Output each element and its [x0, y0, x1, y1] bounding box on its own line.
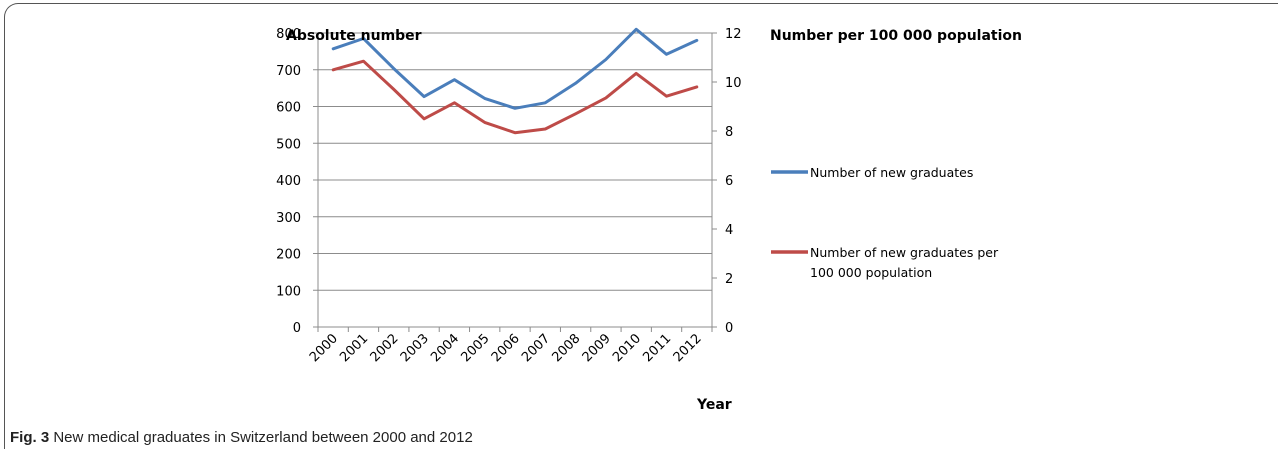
- left-tick-label: 100: [276, 284, 301, 299]
- right-tick-label: 6: [725, 174, 733, 189]
- right-axis-title: Number per 100 000 population: [770, 28, 1022, 44]
- x-tick-label: 2012: [671, 331, 705, 365]
- legend: Number of new graduates Number of new gra…: [771, 165, 999, 280]
- x-tick-label: 2009: [580, 331, 614, 365]
- legend-label: Number of new graduates per: [810, 245, 999, 260]
- x-tick-label: 2004: [428, 331, 462, 365]
- left-tick-label: 700: [276, 64, 301, 79]
- legend-label: Number of new graduates: [810, 165, 973, 180]
- left-tick-label: 400: [276, 174, 301, 189]
- x-tick-label: 2003: [398, 331, 432, 365]
- right-tick-label: 2: [725, 272, 733, 287]
- left-axis-title: Absolute number: [286, 28, 422, 44]
- x-tick-label: 2011: [640, 331, 674, 365]
- left-tick-label: 500: [276, 137, 301, 152]
- x-tick-label: 2002: [368, 331, 402, 365]
- left-tick-label: 800: [276, 27, 301, 42]
- new-graduates-line: [331, 27, 699, 110]
- x-axis-title: Year: [696, 397, 732, 413]
- x-tick-label: 2005: [459, 331, 493, 365]
- left-tick-label: 600: [276, 101, 301, 116]
- x-tick-label: 2000: [307, 331, 341, 365]
- left-tick-label: 300: [276, 211, 301, 226]
- right-tick-label: 8: [725, 125, 733, 140]
- x-tick-label: 2006: [489, 331, 523, 365]
- figure-label: Fig. 3: [10, 429, 50, 446]
- x-tick-label: 2001: [337, 331, 371, 365]
- x-tick-label: 2010: [610, 331, 644, 365]
- right-tick-label: 4: [725, 223, 733, 238]
- figure-caption: Fig. 3 New medical graduates in Switzerl…: [10, 429, 473, 446]
- right-tick-label: 0: [725, 321, 733, 336]
- legend-label: 100 000 population: [810, 265, 932, 280]
- figure-caption-text: New medical graduates in Switzerland bet…: [53, 429, 473, 446]
- right-tick-label: 12: [725, 27, 742, 42]
- x-tick-label: 2008: [549, 331, 583, 365]
- left-tick-label: 200: [276, 248, 301, 263]
- graduates-per-100000-line: [331, 59, 699, 135]
- left-tick-label: 0: [293, 321, 301, 336]
- figure-frame: [4, 3, 1278, 449]
- right-tick-label: 10: [725, 76, 742, 91]
- line-chart: 0100200300400500600700800024681012200020…: [276, 27, 1022, 413]
- x-tick-label: 2007: [519, 331, 553, 365]
